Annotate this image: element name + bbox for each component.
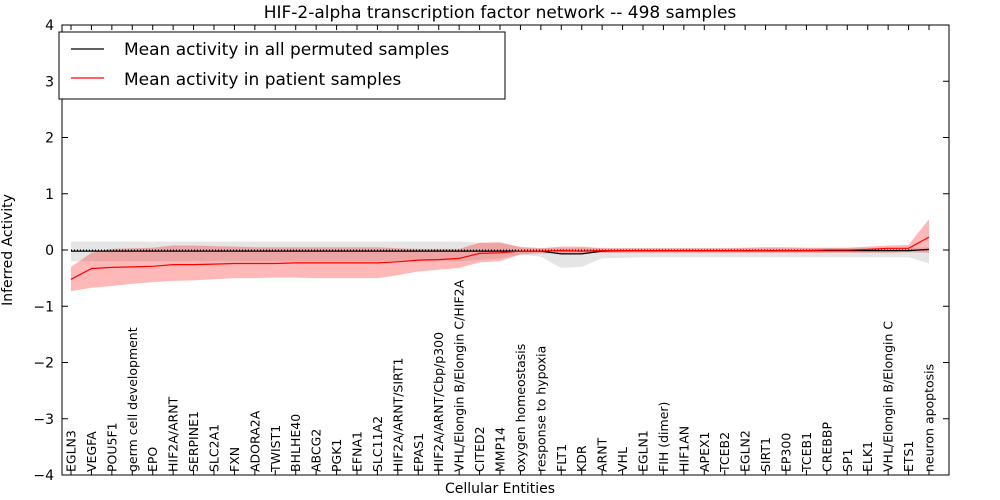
legend: Mean activity in all permuted samples Me… <box>58 31 506 100</box>
x-tick-label: EP300 <box>779 433 794 472</box>
x-tick-label: SLC2A1 <box>207 424 222 472</box>
x-tick-label: germ cell development <box>125 327 140 472</box>
x-tick-label: SIRT1 <box>758 437 773 472</box>
y-axis: −4 −3 −2 −1 0 1 2 3 4 <box>33 18 949 484</box>
plot-area <box>70 219 930 292</box>
x-tick-label: TWIST1 <box>268 425 283 473</box>
x-tick-label: EGLN2 <box>738 430 753 472</box>
x-tick-label: EGLN1 <box>636 430 651 472</box>
x-tick-label: TCEB1 <box>799 432 814 473</box>
legend-label-patient: Mean activity in patient samples <box>124 70 401 90</box>
x-tick-label: APEX1 <box>697 431 712 472</box>
y-tick-label: 2 <box>45 131 54 147</box>
x-tick-label: BHLHE40 <box>288 414 303 472</box>
x-tick-label: TCEB2 <box>717 432 732 473</box>
band-permuted <box>71 241 929 268</box>
y-tick-label: −4 <box>33 468 54 484</box>
x-tick-label: ABCG2 <box>309 429 324 472</box>
y-tick-label: 4 <box>45 18 54 34</box>
chart-title: HIF-2-alpha transcription factor network… <box>264 3 737 23</box>
x-tick-label: HIF1AN <box>676 426 691 472</box>
x-tick-label: SP1 <box>840 449 855 472</box>
x-tick-label: CREBBP <box>819 422 834 472</box>
x-tick-label: HIF2A/ARNT <box>166 396 181 472</box>
x-tick-label: VHL/Elongin B/Elongin C/HIF2A <box>452 279 467 472</box>
x-axis: EGLN3 VEGFA POU5F1 germ cell development EPO… <box>64 25 937 475</box>
y-tick-label: 3 <box>45 74 54 90</box>
legend-box <box>58 31 506 100</box>
x-tick-label: KDR <box>574 445 589 472</box>
x-tick-label: FLT1 <box>554 444 569 472</box>
legend-label-permuted: Mean activity in all permuted samples <box>124 40 449 60</box>
x-tick-label: HIF2A/ARNT/Cbp/p300 <box>431 332 446 472</box>
x-tick-label: EPO <box>145 447 160 472</box>
x-tick-label: PGK1 <box>329 439 344 472</box>
x-tick-label: oxygen homeostasis <box>513 344 528 472</box>
x-tick-label: EPAS1 <box>411 433 426 472</box>
confidence-bands <box>71 219 929 292</box>
y-tick-label: −1 <box>33 299 54 315</box>
x-tick-label: ADORA2A <box>247 410 262 472</box>
x-tick-label: FIH (dimer) <box>656 402 671 472</box>
x-tick-label: SLC11A2 <box>370 416 385 472</box>
x-axis-label: Cellular Entities <box>445 481 555 497</box>
x-tick-label: neuron apoptosis <box>922 364 937 472</box>
series-lines <box>70 236 930 280</box>
x-tick-label: SERPINE1 <box>186 411 201 472</box>
series-line-patient <box>70 236 930 280</box>
x-tick-label: response to hypoxia <box>533 346 548 472</box>
x-tick-label: FXN <box>227 447 242 472</box>
x-tick-label: HIF2A/ARNT/SIRT1 <box>390 358 405 472</box>
x-tick-label: VHL/Elongin B/Elongin C <box>881 321 896 472</box>
y-tick-label: −2 <box>33 356 54 372</box>
y-axis-label: Inferred Activity <box>0 194 16 306</box>
x-tick-label: ETS1 <box>901 441 916 472</box>
x-tick-label: ELK1 <box>860 441 875 472</box>
x-tick-label: CITED2 <box>472 426 487 472</box>
x-tick-label: MMP14 <box>493 427 508 472</box>
x-tick-label: POU5F1 <box>104 422 119 472</box>
band-patient <box>71 219 929 292</box>
x-tick-label: EFNA1 <box>350 431 365 472</box>
x-tick-label: VHL <box>615 447 630 472</box>
x-tick-label: VEGFA <box>84 431 99 472</box>
y-tick-label: 1 <box>45 187 54 203</box>
x-tick-label: EGLN3 <box>64 430 79 472</box>
x-tick-label: ARNT <box>595 437 610 472</box>
y-tick-label: 0 <box>45 243 54 259</box>
y-tick-label: −3 <box>33 412 54 428</box>
